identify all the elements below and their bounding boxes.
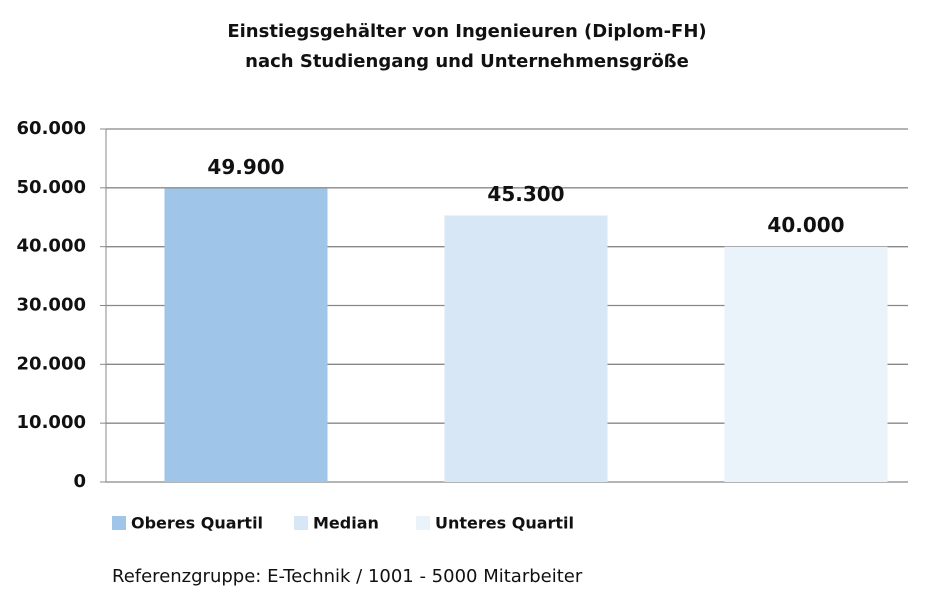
y-tick-label: 40.000	[17, 236, 86, 257]
legend-swatch	[416, 516, 430, 530]
bar	[444, 215, 608, 483]
bar	[724, 246, 888, 482]
chart-title: Einstiegsgehälter von Ingenieuren (Diplo…	[227, 21, 706, 42]
legend-label: Unteres Quartil	[435, 514, 574, 533]
legend-swatch	[294, 516, 308, 530]
data-label: 40.000	[767, 213, 844, 237]
y-tick-label: 50.000	[17, 177, 86, 198]
annotation: Referenzgruppe: E-Technik / 1001 - 5000 …	[112, 566, 583, 587]
bar	[164, 188, 328, 482]
data-label: 45.300	[487, 182, 564, 206]
legend-label: Median	[313, 514, 379, 533]
y-tick-label: 60.000	[17, 118, 86, 139]
legend-label: Oberes Quartil	[131, 514, 263, 533]
y-tick-label: 20.000	[17, 353, 86, 374]
y-tick-label: 30.000	[17, 295, 86, 316]
data-label: 49.900	[207, 155, 284, 179]
y-tick-label: 10.000	[17, 412, 86, 433]
y-tick-label: 0	[73, 471, 86, 492]
chart-subtitle: nach Studiengang und Unternehmensgröße	[245, 51, 689, 72]
legend-swatch	[112, 516, 126, 530]
